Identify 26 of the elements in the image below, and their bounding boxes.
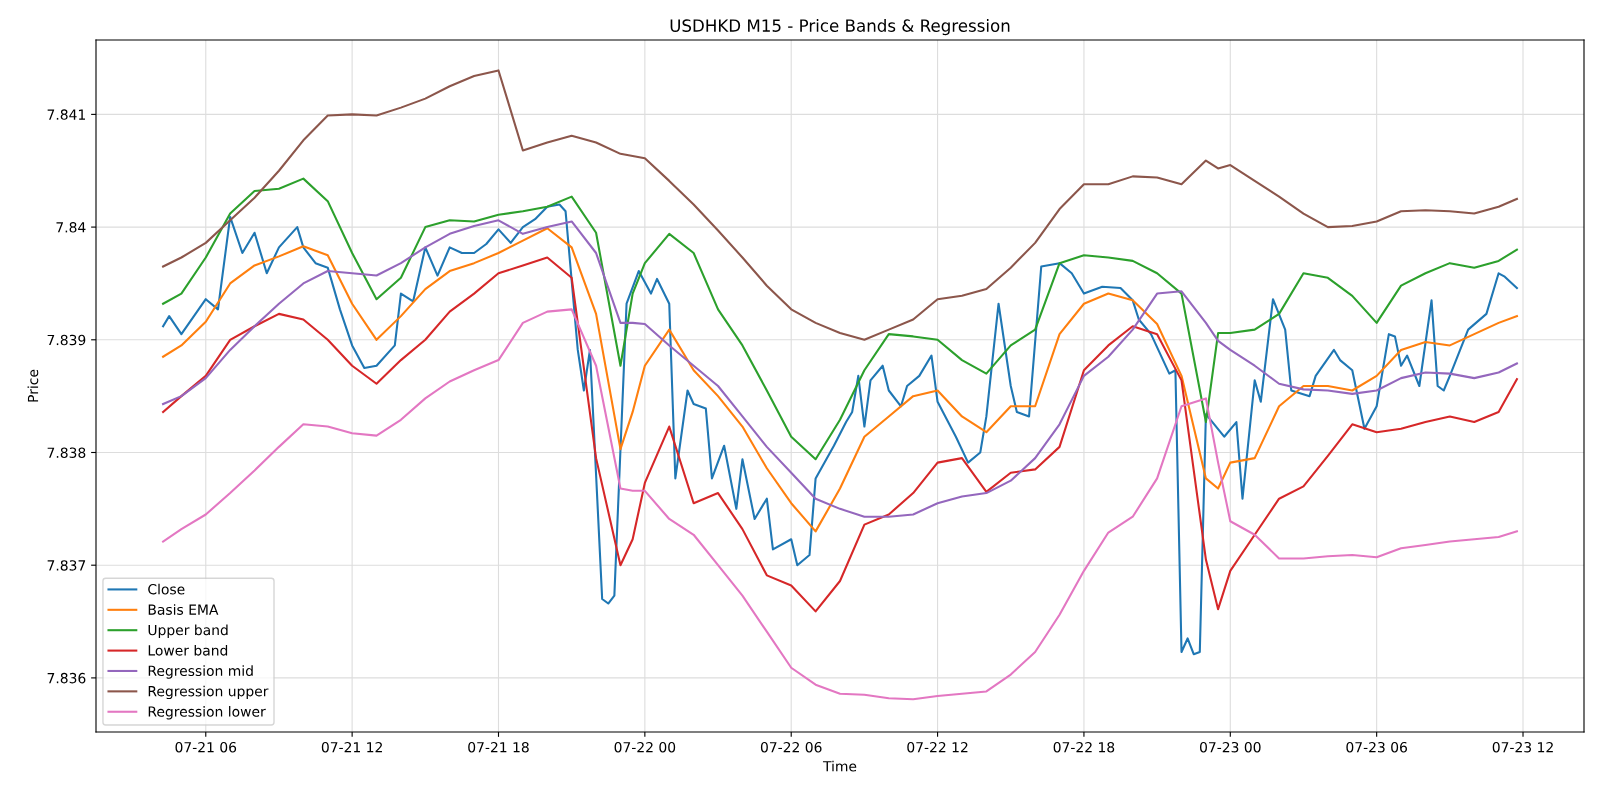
legend-label: Lower band <box>148 644 228 656</box>
x-tick-label: 07-22 06 <box>760 741 822 753</box>
y-tick-label: 7.838 <box>47 447 86 458</box>
x-tick-label: 07-23 06 <box>1346 741 1407 753</box>
x-tick-label: 07-23 12 <box>1492 741 1553 753</box>
legend-label: Upper band <box>148 624 228 638</box>
y-tick-label: 7.837 <box>47 560 86 571</box>
y-axis-title: Price <box>27 369 39 402</box>
x-axis-title: Time <box>822 760 857 772</box>
x-tick-label: 07-21 18 <box>468 741 529 753</box>
chart-title: USDHKD M15 - Price Bands & Regression <box>670 19 1010 36</box>
legend-label: Regression mid <box>148 665 253 679</box>
legend-label: Close <box>148 583 185 595</box>
y-tick-label: 7.839 <box>47 334 86 346</box>
y-tick-label: 7.836 <box>47 672 86 684</box>
x-tick-label: 07-21 12 <box>321 741 382 753</box>
x-tick-label: 07-21 06 <box>175 741 237 753</box>
x-tick-label: 07-22 18 <box>1053 741 1115 753</box>
y-tick-label: 7.841 <box>47 109 85 120</box>
x-tick-label: 07-22 00 <box>614 741 676 753</box>
y-tick-label: 7.84 <box>56 222 86 233</box>
legend-label: Basis EMA <box>148 604 219 615</box>
legend-label: Regression lower <box>148 706 266 720</box>
x-tick-label: 07-23 00 <box>1199 741 1261 753</box>
legend-label: Regression upper <box>148 685 269 700</box>
x-tick-label: 07-22 12 <box>907 741 968 753</box>
